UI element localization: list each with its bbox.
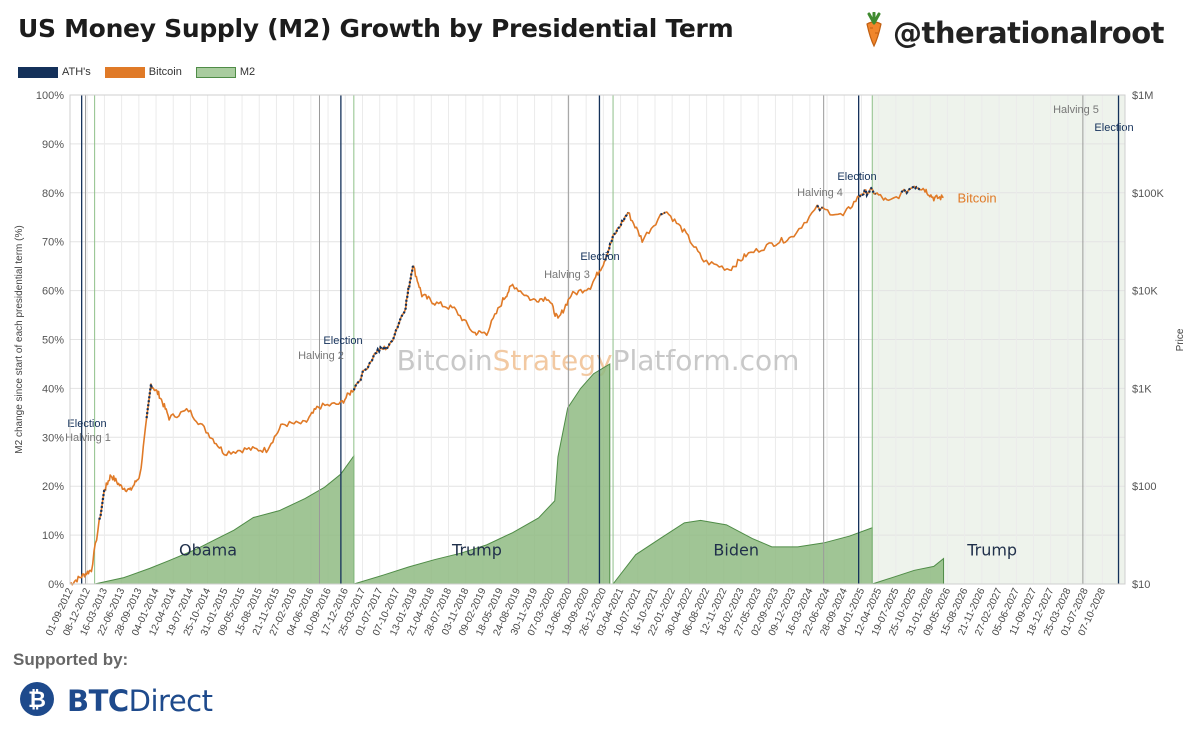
btcdirect-icon: ₿ <box>17 676 57 725</box>
term-label-obama: Obama <box>179 541 237 560</box>
supported-by-label: Supported by: <box>13 650 129 669</box>
y-right-tick-label: $10 <box>1132 579 1150 591</box>
halving-label: Halving 4 <box>797 187 843 199</box>
y-left-tick-label: 40% <box>42 383 64 395</box>
bitcoin-series-label: Bitcoin <box>958 190 997 205</box>
y-right-tick-label: $100 <box>1132 481 1156 493</box>
term-label-biden: Biden <box>713 541 759 560</box>
y-left-axis-title: M2 change since start of each presidenti… <box>14 225 25 453</box>
y-left-tick-label: 10% <box>42 530 64 542</box>
halving-label: Halving 5 <box>1053 104 1099 116</box>
ath-segment <box>816 204 824 212</box>
ath-segment <box>858 186 876 199</box>
legend-swatch-bitcoin <box>104 66 145 78</box>
m2-area-term-1 <box>94 454 355 585</box>
y-left-tick-label: 20% <box>42 481 64 493</box>
y-left-tick-label: 50% <box>42 335 64 347</box>
brand: @therationalroot <box>861 11 1164 53</box>
ath-segment <box>900 185 921 195</box>
m2-area-term-3 <box>612 519 873 585</box>
svg-text:₿: ₿ <box>28 688 46 713</box>
election-label: Election <box>580 251 619 263</box>
election-label: Election <box>67 418 106 430</box>
halving-label: Halving 1 <box>65 432 111 444</box>
carrot-icon <box>861 11 887 53</box>
legend-item-ath[interactable]: ATH's <box>18 66 91 78</box>
y-right-tick-label: $1M <box>1132 90 1153 102</box>
legend-swatch-m2 <box>195 66 236 78</box>
election-label: Election <box>1094 122 1133 134</box>
legend-item-bitcoin[interactable]: Bitcoin <box>104 66 182 78</box>
y-left-tick-label: 70% <box>42 237 64 249</box>
ath-segment <box>352 265 415 391</box>
legend-label-bitcoin: Bitcoin <box>148 66 182 78</box>
legend-item-m2[interactable]: M2 <box>195 66 256 78</box>
legend-label-ath: ATH's <box>62 66 91 78</box>
election-label: Election <box>323 335 362 347</box>
y-left-tick-label: 100% <box>36 90 64 102</box>
y-right-tick-label: $100K <box>1132 188 1164 200</box>
chart-title: US Money Supply (M2) Growth by President… <box>18 14 734 43</box>
y-right-tick-label: $10K <box>1132 286 1158 298</box>
m2-area-term-2 <box>353 363 611 585</box>
ath-segment <box>98 487 107 520</box>
y-left-tick-label: 30% <box>42 432 64 444</box>
bitcoin-price-line <box>69 185 944 586</box>
y-left-tick-label: 80% <box>42 188 64 200</box>
ath-segment <box>660 211 666 216</box>
legend-swatch-ath <box>18 66 58 78</box>
ath-segment <box>604 212 629 261</box>
halving-label: Halving 3 <box>544 269 590 281</box>
ath-segment <box>145 383 153 419</box>
plot-frame <box>69 94 1126 585</box>
watermark: BitcoinStrategyPlatform.com <box>397 344 800 377</box>
y-left-tick-label: 90% <box>42 139 64 151</box>
y-right-tick-label: $1K <box>1132 383 1152 395</box>
term-label-trump: Trump <box>966 541 1017 560</box>
chart-svg: BitcoinStrategyPlatform.com Obama Trump Bi… <box>14 90 1186 638</box>
brand-handle: @therationalroot <box>893 15 1164 50</box>
halving-label: Halving 2 <box>298 350 344 362</box>
btcdirect-logo[interactable]: ₿ BTCDirect <box>17 676 213 725</box>
y-left-tick-label: 60% <box>42 286 64 298</box>
btcdirect-name: BTCDirect <box>67 683 213 718</box>
y-right-axis-title: Price <box>1175 328 1186 351</box>
election-label: Election <box>837 171 876 183</box>
term-label-trump: Trump <box>451 541 502 560</box>
legend-label-m2: M2 <box>239 66 256 78</box>
legend: ATH's Bitcoin M2 <box>18 66 255 78</box>
y-left-tick-label: 0% <box>48 579 64 591</box>
